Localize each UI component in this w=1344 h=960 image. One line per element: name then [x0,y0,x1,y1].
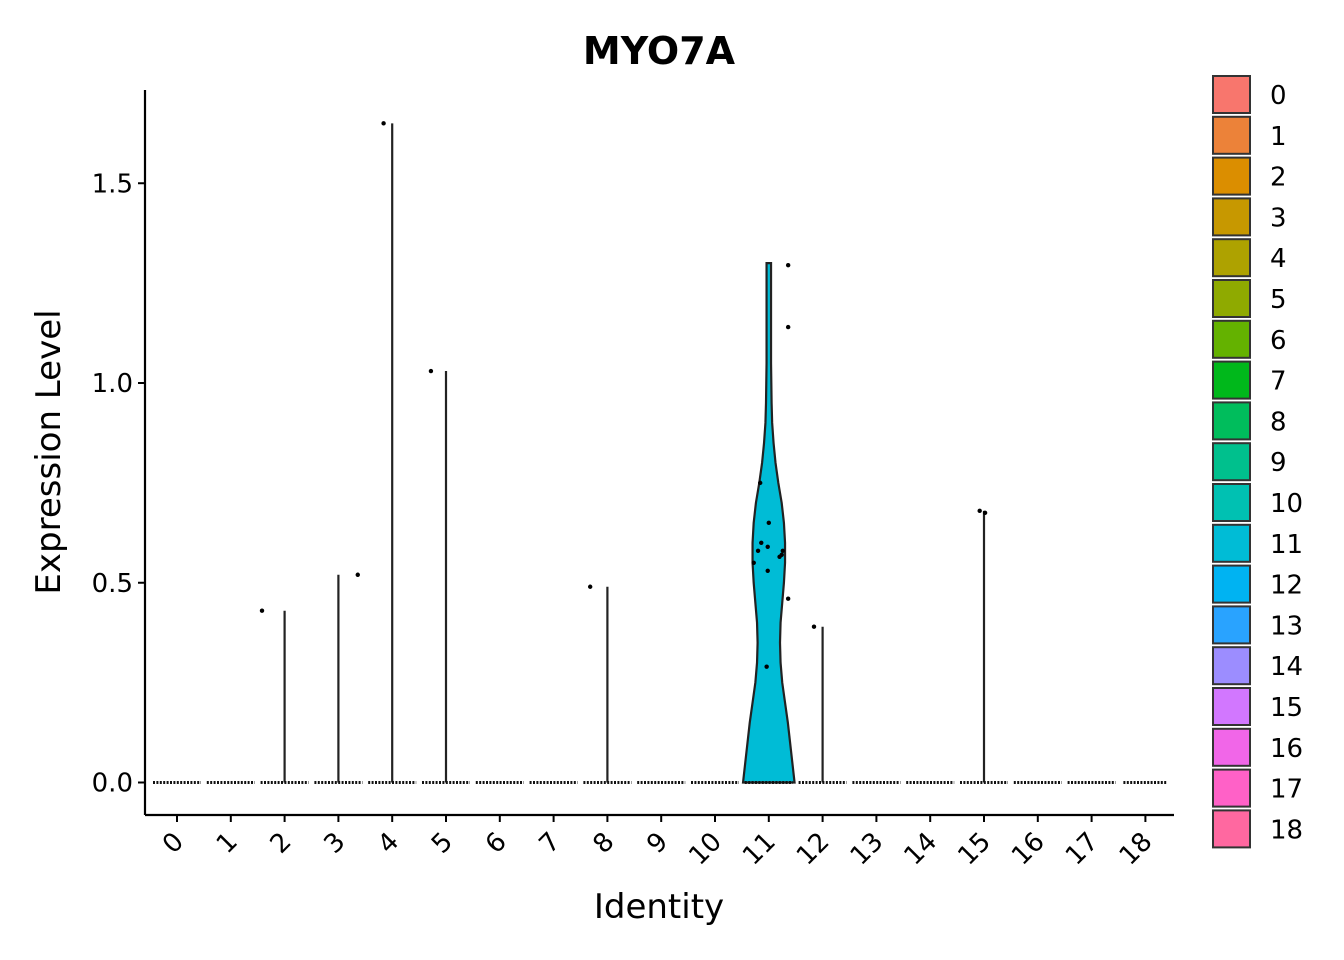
data-point [785,262,791,268]
legend-label: 11 [1270,530,1303,560]
data-point [777,554,782,559]
data-point [811,624,817,629]
data-point [765,568,770,573]
legend-label: 1 [1270,122,1287,152]
violin-group-8 [583,586,632,784]
data-point [780,548,785,553]
legend-swatch [1212,564,1251,604]
legend-swatch [1212,401,1251,441]
legend-swatch [1212,605,1251,645]
data-point [757,480,763,486]
legend-label: 7 [1270,367,1287,397]
x-tick-label: 12 [791,827,836,872]
legend-swatch [1212,75,1251,114]
data-point [785,324,791,330]
legend-label: 9 [1270,448,1287,478]
y-tick-label: 1.0 [92,369,133,399]
legend-label: 3 [1270,203,1287,233]
chart-title: MYO7A [583,29,736,73]
y-axis-ticks: 0.0 0.5 1.0 1.5 [92,169,145,799]
legend-label: 13 [1270,611,1303,641]
data-point [765,544,770,549]
y-axis-title: Expression Level [29,309,69,594]
legend-swatch [1212,156,1251,196]
x-tick-label: 17 [1060,827,1105,872]
x-tick-label: 13 [845,827,890,872]
x-tick-label: 0 [157,827,190,860]
data-point [764,664,769,669]
x-tick-label: 2 [265,827,298,860]
x-tick-label: 1 [211,827,244,860]
x-tick-label: 14 [899,827,944,872]
x-tick-label: 7 [534,827,567,860]
violin-group-12 [798,626,847,784]
data-point [751,560,756,565]
legend-swatch [1212,319,1251,359]
violin-group-3 [314,574,363,784]
legend-label: 8 [1270,407,1287,437]
legend-swatch [1212,279,1251,318]
x-tick-label: 9 [641,827,674,860]
legend-swatch [1212,687,1251,726]
data-point [428,368,434,374]
plot-area [153,121,1168,784]
x-tick-label: 10 [683,827,728,872]
data-point [381,121,386,126]
data-point [982,510,988,516]
legend-label: 15 [1270,693,1303,723]
legend-label: 6 [1270,326,1287,356]
legend-label: 17 [1270,775,1303,805]
legend-swatch [1212,646,1251,686]
x-tick-label: 5 [426,827,459,860]
x-axis-title: Identity [594,887,724,927]
x-tick-label: 11 [737,827,782,872]
x-tick-label: 6 [480,827,513,860]
data-point [755,548,761,553]
data-point [977,508,982,514]
legend-swatch [1212,197,1251,237]
x-tick-label: 8 [587,827,620,860]
violin-group-15 [960,510,1008,784]
x-tick-label: 15 [952,827,997,872]
violin-group-4 [368,123,417,784]
x-tick-label: 16 [1006,827,1051,872]
legend-swatch [1212,727,1251,767]
legend-swatch [1212,442,1251,482]
legend-swatch [1212,768,1251,808]
legend-swatch [1212,115,1251,155]
violin-group-2 [260,610,309,784]
data-point [766,520,771,526]
x-axis-ticks: 0 1 2 3 4 5 6 7 8 9 10 11 12 13 14 15 16 17 18 [157,815,1158,871]
legend-swatch [1212,809,1251,849]
x-tick-label: 18 [1114,827,1159,872]
legend-swatch [1212,523,1251,563]
data-point [785,596,791,601]
legend-swatch [1212,360,1251,400]
legend-label: 14 [1270,652,1303,682]
data-point [587,584,593,589]
legend-label: 0 [1270,81,1287,111]
legend-swatch [1212,483,1251,522]
violin-group-5 [422,371,470,784]
legend-label: 5 [1270,285,1287,315]
x-tick-label: 4 [372,827,405,860]
legend-label: 4 [1270,244,1287,274]
legend-label: 12 [1270,571,1303,601]
legend-label: 10 [1270,489,1303,519]
y-tick-label: 0.0 [92,769,133,799]
data-point [759,540,764,545]
legend-label: 16 [1270,734,1303,764]
data-point [259,608,265,613]
legend-label: 2 [1270,163,1287,193]
y-tick-label: 1.5 [92,169,133,199]
legend-label: 18 [1270,815,1303,845]
y-tick-label: 0.5 [92,569,133,599]
legend-swatch [1212,238,1251,278]
data-point [355,572,360,577]
x-tick-label: 3 [318,827,351,860]
